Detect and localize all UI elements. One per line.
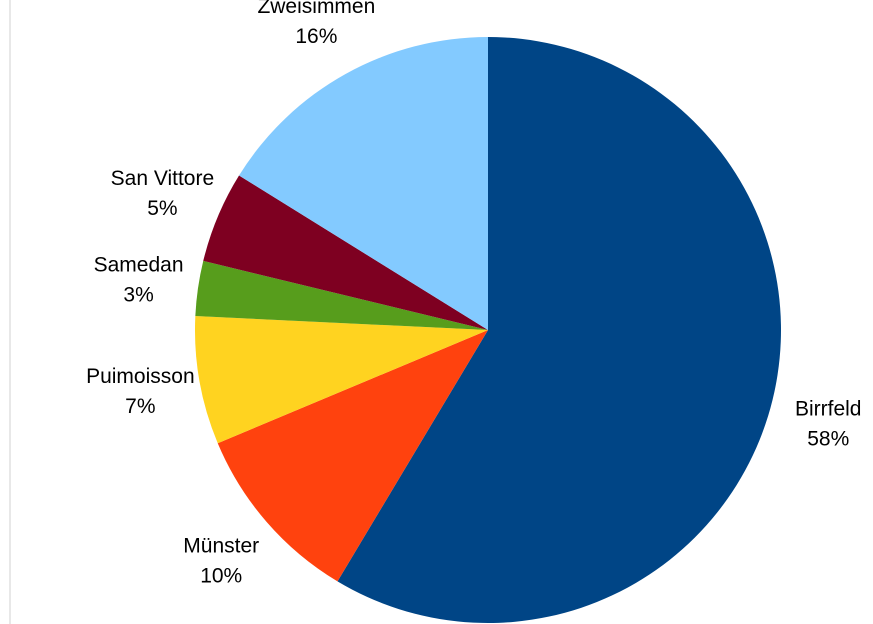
slice-label: Puimoisson (86, 365, 195, 388)
pie-slice (217, 330, 489, 582)
slice-value-label: 7% (125, 395, 155, 418)
slice-label: Zweisimmen (257, 0, 375, 18)
slice-value-label: 5% (147, 197, 177, 220)
pie-slice (195, 260, 489, 330)
pie-slice (203, 175, 488, 330)
slice-label: Samedan (94, 253, 184, 276)
slice-label: Birrfeld (795, 398, 862, 421)
slice-label: San Vittore (111, 167, 215, 190)
slice-value-label: 3% (123, 283, 153, 306)
slice-label: Münster (183, 535, 259, 558)
slice-value-label: 10% (200, 565, 242, 588)
slice-value-label: 16% (295, 25, 337, 48)
pie-slice (194, 316, 488, 444)
pie-slice (239, 36, 488, 330)
pie-slice (337, 37, 781, 623)
slice-value-label: 58% (807, 428, 849, 451)
